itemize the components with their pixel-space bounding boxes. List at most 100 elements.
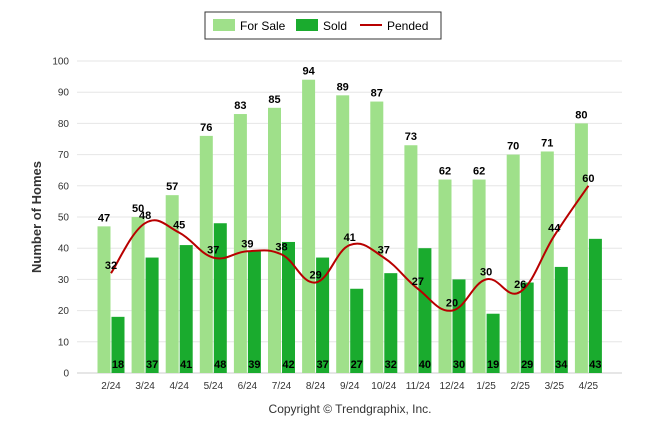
data-label-for-sale: 94 [302, 66, 315, 78]
data-label-sold: 30 [453, 359, 465, 371]
y-tick-label: 10 [58, 337, 70, 348]
data-label-for-sale: 85 [268, 94, 280, 106]
data-label-pended: 38 [275, 241, 287, 253]
bar-sold [554, 266, 568, 373]
y-tick-label: 0 [63, 369, 69, 380]
bar-for-sale [540, 151, 554, 373]
y-tick-label: 60 [58, 181, 70, 192]
y-tick-label: 30 [58, 275, 70, 286]
bar-for-sale [506, 154, 520, 373]
data-label-for-sale: 80 [575, 109, 587, 121]
data-label-pended: 32 [105, 260, 117, 272]
data-label-pended: 37 [207, 245, 219, 257]
data-label-for-sale: 47 [98, 212, 110, 224]
pended-line [110, 185, 590, 312]
data-label-sold: 37 [316, 359, 328, 371]
x-tick-label: 7/24 [272, 381, 292, 392]
legend-swatch-for-sale [213, 19, 235, 31]
grid [77, 60, 622, 374]
bar-sold [384, 273, 398, 373]
bar-for-sale [404, 145, 418, 373]
data-label-sold: 27 [351, 359, 363, 371]
x-tick-label: 3/25 [545, 381, 565, 392]
x-tick-label: 8/24 [306, 381, 326, 392]
data-label-sold: 34 [555, 359, 568, 371]
pended-line-group [110, 185, 590, 312]
data-label-for-sale: 73 [405, 131, 417, 143]
y-axis-title: Number of Homes [29, 161, 44, 273]
data-label-sold: 32 [385, 359, 397, 371]
x-tick-label: 1/25 [476, 381, 496, 392]
bar-for-sale [233, 114, 247, 373]
legend-box [204, 11, 442, 40]
data-label-pended: 26 [514, 279, 526, 291]
copyright: Copyright © Trendgraphix, Inc. [269, 402, 432, 416]
data-label-pended: 29 [309, 270, 321, 282]
x-tick-label: 10/24 [371, 381, 396, 392]
bar-sold [111, 316, 125, 373]
data-label-for-sale: 89 [337, 81, 349, 93]
y-tick-labels: 0 10 20 30 40 50 60 70 80 90 100 [52, 57, 69, 380]
bar-sold [588, 238, 602, 373]
data-label-pended: 44 [548, 223, 561, 235]
bar-sold [418, 248, 432, 373]
y-tick-label: 90 [58, 88, 70, 99]
x-tick-label: 4/25 [579, 381, 599, 392]
data-label-pended: 39 [241, 238, 253, 250]
data-label-pended: 37 [378, 245, 390, 257]
data-label-sold: 29 [521, 359, 533, 371]
bar-for-sale [370, 101, 384, 373]
data-label-pended: 48 [139, 210, 151, 222]
data-label-sold: 18 [112, 359, 124, 371]
x-tick-label: 12/24 [439, 381, 464, 392]
bar-for-sale [336, 95, 350, 373]
legend-label-for-sale: For Sale [240, 19, 286, 33]
bar-sold [213, 223, 227, 373]
bar-for-sale [574, 123, 588, 374]
x-tick-label: 9/24 [340, 381, 360, 392]
bar-for-sale [472, 179, 486, 373]
x-tick-label: 3/24 [135, 381, 155, 392]
bar-sold [520, 282, 534, 373]
data-label-sold: 48 [214, 359, 226, 371]
bar-for-sale [165, 195, 179, 373]
bar-sold [350, 288, 364, 373]
bar-sold [316, 257, 330, 373]
bar-sold [452, 279, 466, 373]
x-tick-label: 5/24 [204, 381, 224, 392]
legend-label-sold: Sold [323, 19, 347, 33]
data-label-sold: 42 [282, 359, 294, 371]
data-label-for-sale: 70 [507, 141, 519, 153]
data-label-pended: 30 [480, 266, 492, 278]
bar-sold [247, 251, 261, 373]
legend-swatch-sold [296, 19, 318, 31]
y-tick-label: 80 [58, 119, 70, 130]
x-tick-labels: 2/24 3/24 4/24 5/24 6/24 7/24 8/24 9/24 10/24 11/… [101, 381, 598, 392]
data-label-sold: 41 [180, 359, 192, 371]
legend: For Sale Sold Pended [204, 11, 442, 40]
data-label-for-sale: 76 [200, 122, 212, 134]
data-label-pended: 60 [582, 173, 594, 185]
data-label-pended: 27 [412, 276, 424, 288]
bar-for-sale [302, 79, 316, 373]
data-label-pended: 41 [344, 232, 356, 244]
x-tick-label: 4/24 [169, 381, 189, 392]
data-label-pended: 45 [173, 220, 185, 232]
y-tick-label: 70 [58, 150, 70, 161]
bar-sold [179, 245, 193, 373]
data-label-sold: 39 [248, 359, 260, 371]
y-tick-label: 50 [58, 213, 70, 224]
y-tick-label: 100 [52, 57, 69, 68]
data-label-for-sale: 62 [473, 166, 485, 178]
legend-label-pended: Pended [387, 19, 428, 33]
x-tick-label: 2/24 [101, 381, 121, 392]
data-label-for-sale: 50 [132, 203, 144, 215]
bar-sold [486, 313, 500, 373]
data-label-for-sale: 71 [541, 137, 553, 149]
bars [97, 79, 602, 374]
data-label-sold: 43 [589, 359, 601, 371]
data-label-sold: 40 [419, 359, 431, 371]
bar-for-sale [268, 107, 281, 374]
x-tick-label: 2/25 [510, 381, 530, 392]
